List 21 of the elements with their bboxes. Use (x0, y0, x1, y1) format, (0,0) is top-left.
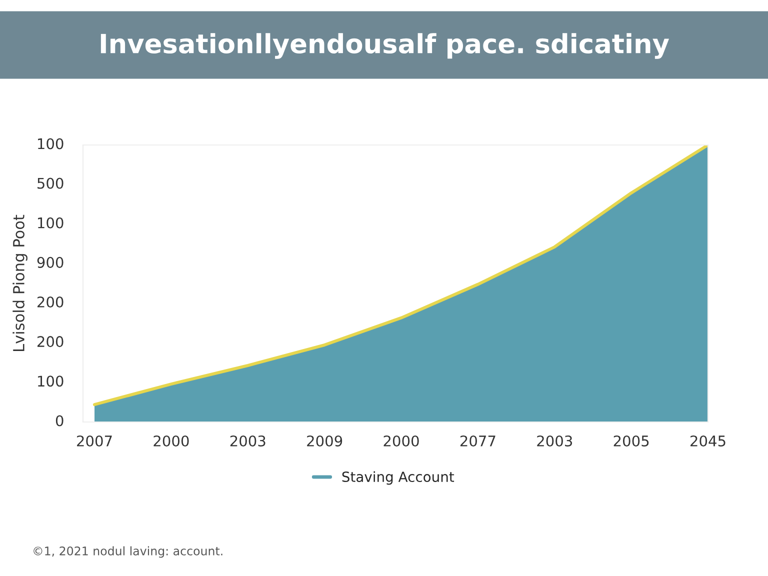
legend-label: Staving Account (342, 471, 454, 485)
text: 100 (38, 138, 64, 150)
x-tick-label: 2003 (537, 435, 572, 446)
x-tick-label: 2000 (154, 435, 189, 446)
text: 200 (37, 296, 64, 308)
x-tick-label: 2077 (460, 435, 496, 446)
chart-title: Invesationllyendousalf pace. sdicatiny (100, 33, 670, 59)
x-tick-label: 2003 (230, 435, 266, 446)
text: 900 (37, 256, 64, 268)
text: 200 (37, 336, 64, 348)
text: 0 (56, 415, 64, 426)
text: 100 (38, 217, 64, 228)
x-tick-label: 2000 (384, 435, 419, 446)
x-tick-label: 2007 (77, 435, 112, 446)
text: 100 (38, 376, 64, 387)
text: 500 (38, 178, 64, 189)
x-tick-label: 2045 (690, 435, 726, 446)
x-tick-label: 2009 (307, 435, 342, 446)
y-axis-title: Lvisold Piong Poot (12, 214, 28, 351)
text: ©1, 2021 nodul laving: account. (34, 546, 222, 558)
x-tick-label: 2005 (614, 435, 649, 446)
